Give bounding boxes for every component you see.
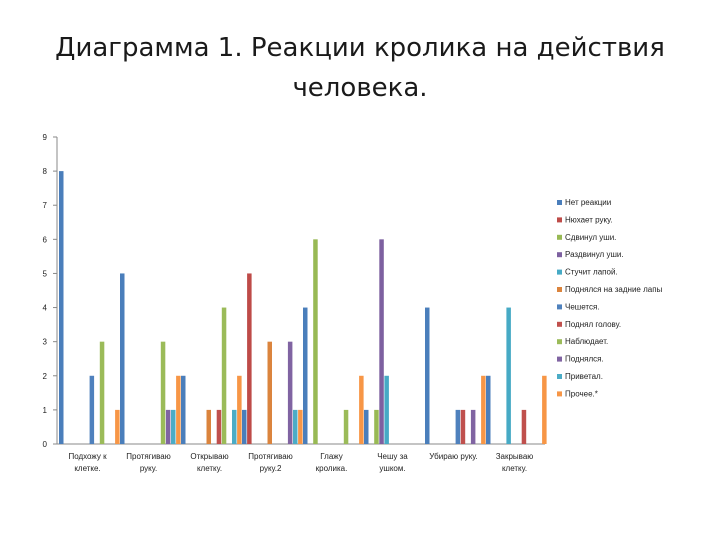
legend-label: Прочее.* [565,389,598,398]
bar [486,375,491,444]
x-category-label: Протягиваю [126,452,170,461]
bar [303,307,308,444]
bar [59,171,64,444]
legend-swatch [557,391,562,397]
bar [364,409,369,444]
legend-label: Нюхает руку. [565,215,613,224]
bar [379,239,384,444]
bar [384,375,389,444]
legend-label: Чешется. [565,302,600,311]
y-tick-label: 0 [43,440,48,449]
legend-swatch [557,234,562,240]
bar [470,409,476,444]
x-category-label: ушком. [379,464,405,473]
y-tick-label: 3 [43,338,48,347]
x-category-label: клетку. [502,464,527,473]
chart-title: Диаграмма 1. Реакции кролика на действия… [55,33,665,103]
bar [247,273,252,444]
x-category-label: Чешу за [377,452,408,461]
bar [120,273,125,444]
legend-label: Поднял голову. [565,320,621,329]
x-category-label: Открываю [190,452,228,461]
bar [89,375,95,444]
legend-label: Раздвинул уши. [565,250,624,259]
bar [287,341,293,444]
bar [221,307,227,444]
bar [343,409,349,444]
legend-swatch [557,200,562,205]
bar [232,409,237,444]
y-tick-label: 1 [43,406,48,415]
bar [176,375,181,444]
x-category-label: руку.2 [260,464,282,473]
legend-swatch [557,356,562,362]
y-tick-label: 5 [43,269,48,278]
y-tick-label: 4 [43,304,48,313]
bar [481,375,486,444]
bar [267,341,272,444]
bar [160,341,166,444]
legend-swatch [557,269,562,275]
y-tick-label: 7 [43,201,48,210]
legend-label: Приветал. [565,372,603,381]
x-category-label: кролика. [316,464,348,473]
x-category-label: руку. [140,464,157,473]
bar [293,409,298,444]
bar [542,375,547,444]
bar [242,409,247,444]
legend-swatch [557,217,562,223]
legend-label: Нет реакции [565,198,611,207]
bar [206,409,211,444]
bar [99,341,105,444]
bar [455,409,461,444]
legend-swatch [557,339,562,345]
legend-swatch [557,287,562,292]
bar [425,307,430,444]
bar [165,409,171,444]
legend-label: Поднялся. [565,355,604,364]
x-category-label: Убираю руку. [429,452,477,461]
bar [313,239,318,444]
bar [374,409,379,444]
bar [506,307,511,444]
bar [115,409,120,444]
y-tick-label: 8 [43,167,48,176]
bar [521,409,527,444]
legend-label: Поднялся на задние лапы [565,285,663,294]
x-category-label: клетке. [74,464,100,473]
legend-swatch [557,304,562,310]
bar [181,375,186,444]
y-tick-label: 2 [43,372,48,381]
bar [171,409,176,444]
bar [298,409,303,444]
legend-label: Стучит лапой. [565,268,618,277]
legend-label: Наблюдает. [565,337,608,346]
x-category-label: Протягиваю [248,452,292,461]
legend-swatch [557,252,562,258]
x-category-label: Глажу [320,452,342,461]
x-category-label: Закрываю [496,452,534,461]
x-category-label: клетку. [197,464,222,473]
bar [359,375,364,444]
legend-swatch [557,374,562,379]
y-tick-label: 9 [43,133,48,142]
y-tick-label: 6 [43,235,48,244]
bar [216,409,222,444]
x-category-label: Подхожу к [68,452,107,461]
legend-swatch [557,321,562,327]
legend-label: Сдвинул уши. [565,233,616,242]
bar [237,375,242,444]
bar [460,409,466,444]
